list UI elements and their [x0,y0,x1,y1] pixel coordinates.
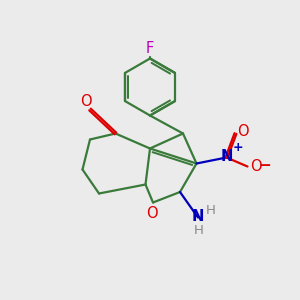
Text: −: − [259,158,271,173]
Text: O: O [250,159,262,174]
Text: O: O [147,206,158,221]
Text: H: H [206,204,215,218]
Text: +: + [232,141,243,154]
Text: F: F [146,40,154,56]
Text: N: N [220,149,233,164]
Text: H: H [194,224,204,237]
Text: N: N [192,209,204,224]
Text: O: O [237,124,249,140]
Text: O: O [80,94,91,109]
